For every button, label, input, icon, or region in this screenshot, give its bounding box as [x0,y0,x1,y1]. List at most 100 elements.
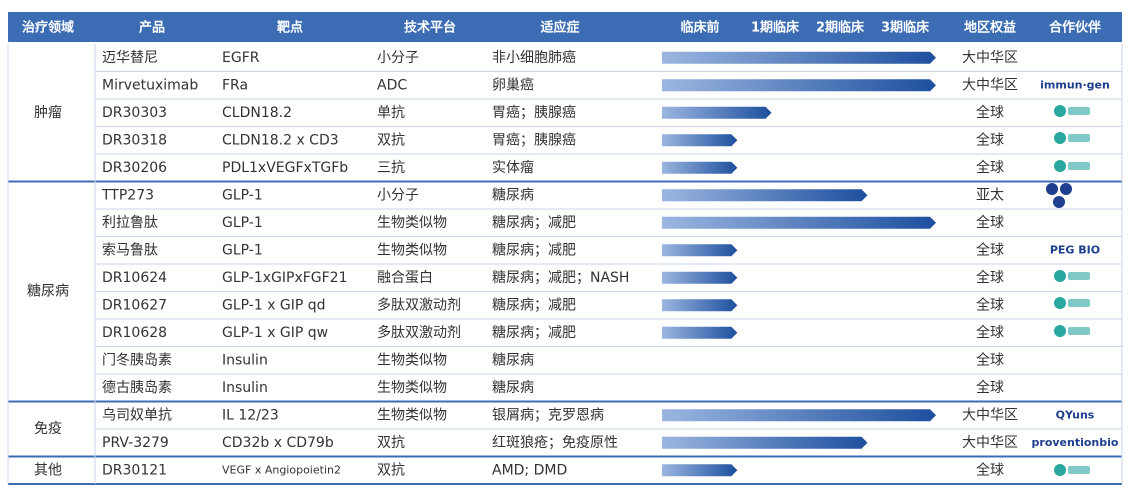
region: 亚太 [976,187,1004,203]
indication: 糖尿病；减肥 [492,215,576,231]
platform: 生物类似物 [377,407,447,423]
progress-bar [662,161,738,174]
platform: 多肽双激动剂 [377,296,461,313]
progress-bar [662,244,738,257]
indication: 红斑狼疮；免疫原性 [492,435,618,451]
indication: AMD; DMD [492,462,567,478]
region: 全球 [976,214,1004,231]
region: 全球 [976,379,1004,396]
region: 全球 [976,131,1004,148]
progress-bar [662,79,936,92]
indication: 糖尿病；减肥 [492,242,576,258]
platform: 双抗 [377,132,405,148]
vtv-logo [1046,183,1072,208]
indication: 糖尿病；减肥 [492,325,576,341]
target: GLP-1 [222,187,263,203]
product: PRV-3279 [102,435,169,451]
partner: PEG BIO [1050,243,1100,256]
header-label: 3期临床 [881,20,930,36]
target: Insulin [222,352,268,368]
indication: 糖尿病；减肥 [492,297,576,313]
target: GLP-1 [222,242,263,258]
region: 大中华区 [962,407,1018,423]
header-label: 治疗领域 [22,20,74,36]
header-label: 技术平台 [404,20,456,36]
indication: 糖尿病 [492,187,534,203]
group-name: 糖尿病 [27,284,69,300]
header-bg [8,12,1122,42]
header-label: 1期临床 [751,20,800,36]
header-label: 合作伙伴 [1049,20,1101,36]
platform: 生物类似物 [377,352,447,368]
target: GLP-1xGIPxFGF21 [222,270,348,286]
header-label: 靶点 [277,20,303,36]
indication: 胃癌；胰腺癌 [492,132,576,148]
region: 大中华区 [962,50,1018,66]
region: 全球 [976,104,1004,121]
header-label: 适应症 [540,20,579,36]
target: GLP-1 x GIP qd [222,297,326,313]
target: Insulin [222,380,268,396]
progress-bar [662,464,738,477]
platform: ADC [377,77,407,93]
product: DR30303 [102,105,167,121]
product: DR30121 [102,462,167,478]
product: DR30206 [102,160,167,176]
platform: 生物类似物 [377,380,447,396]
target: VEGF x Angiopoietin2 [222,463,341,476]
target: GLP-1 x GIP qw [222,325,328,341]
indication: 糖尿病 [492,352,534,368]
region: 全球 [976,351,1004,368]
indication: 非小细胞肺癌 [492,50,576,66]
platform: 融合蛋白 [377,270,433,286]
indication: 实体瘤 [492,159,534,176]
platform: 三抗 [377,160,405,176]
target: GLP-1 [222,215,263,231]
header-label: 产品 [139,20,165,36]
partner: immun·gen [1040,78,1110,91]
platform: 双抗 [377,462,405,478]
indication: 银屑病；克罗恩病 [492,407,604,423]
product: DR30318 [102,132,167,148]
product: DR10628 [102,325,167,341]
progress-bar [662,271,738,284]
target: EGFR [222,50,260,66]
group-name: 肿瘤 [34,104,62,121]
region: 全球 [976,269,1004,286]
progress-bar [662,409,936,422]
target: CLDN18.2 [222,105,292,121]
product: 德古胰岛素 [102,380,172,396]
region: 全球 [976,159,1004,176]
platform: 生物类似物 [377,215,447,231]
group-name: 免疫 [34,421,62,437]
platform: 多肽双激动剂 [377,324,461,341]
product: 门冬胰岛素 [102,352,172,368]
region: 全球 [976,461,1004,478]
progress-bar [662,299,738,312]
target: PDL1xVEGFxTGFb [222,160,348,176]
target: FRa [222,77,248,93]
header-label: 2期临床 [816,20,865,36]
region: 全球 [976,324,1004,341]
progress-bar [662,134,738,147]
indication: 胃癌；胰腺癌 [492,105,576,121]
product: DR10627 [102,297,167,313]
partner-logos [1054,105,1090,476]
product: DR10624 [102,270,167,286]
partner: proventionbio [1032,436,1119,449]
progress-bar [662,436,868,449]
product: 乌司奴单抗 [102,406,172,423]
region: 全球 [976,241,1004,258]
platform: 小分子 [377,50,419,66]
progress-bar [662,189,868,202]
region: 全球 [976,296,1004,313]
partner: QYuns [1056,408,1095,421]
platform: 单抗 [377,105,405,121]
target: IL 12/23 [222,407,279,423]
product: 索马鲁肽 [102,241,158,258]
header-label: 地区权益 [964,20,1016,36]
indication: 卵巢癌 [492,77,534,93]
platform: 生物类似物 [377,242,447,258]
platform: 双抗 [377,435,405,451]
